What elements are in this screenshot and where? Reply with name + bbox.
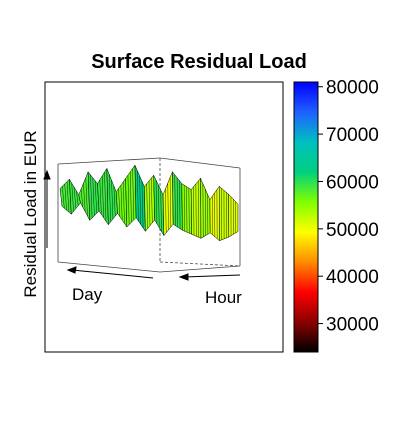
colorbar-tick-label: 70000 <box>326 125 379 146</box>
chart-title: Surface Residual Load <box>91 51 307 73</box>
y-axis-arrow <box>184 275 240 277</box>
y-axis-label: Hour <box>205 288 242 307</box>
colorbar <box>294 82 318 352</box>
box-edge-right-top <box>160 158 240 168</box>
colorbar-tick-label: 60000 <box>326 172 379 193</box>
x-axis-arrowhead <box>68 267 76 273</box>
colorbar-tick-label: 80000 <box>326 78 379 99</box>
box-edge-back-top <box>58 158 160 164</box>
z-axis-label: Residual Load in EUR <box>21 130 40 297</box>
colorbar-tick-label: 30000 <box>326 315 379 336</box>
colorbar-tick-label: 50000 <box>326 220 379 241</box>
colorbar-tick-label: 40000 <box>326 267 379 288</box>
y-axis-arrowhead <box>180 274 188 280</box>
surface-mesh <box>60 165 238 241</box>
colorbar-ticks: 30000 40000 50000 60000 70000 80000 <box>318 78 379 336</box>
x-axis-label: Day <box>72 285 103 304</box>
x-axis-arrow <box>72 270 153 278</box>
box-edge-right-floor <box>160 266 240 272</box>
box-edge-back-floor <box>160 262 240 266</box>
